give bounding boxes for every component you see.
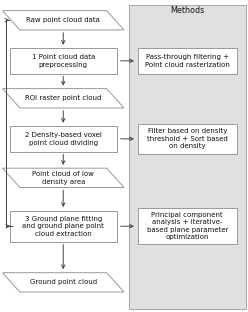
Bar: [138, 124, 237, 154]
Bar: [10, 126, 117, 152]
Text: Raw point cloud data: Raw point cloud data: [26, 17, 100, 23]
Bar: [138, 208, 237, 244]
Text: 3 Ground plane fitting
and ground plane point
cloud extraction: 3 Ground plane fitting and ground plane …: [22, 216, 104, 237]
Text: Filter based on density
threshold + Sort based
on density: Filter based on density threshold + Sort…: [147, 128, 228, 149]
Text: 2 Density-based voxel
point cloud dividing: 2 Density-based voxel point cloud dividi…: [25, 132, 102, 146]
Polygon shape: [2, 273, 124, 292]
Polygon shape: [2, 11, 124, 30]
Bar: [10, 211, 117, 242]
Text: Principal component
analysis + Iterative-
based plane parameter
optimization: Principal component analysis + Iterative…: [147, 212, 228, 241]
Text: ROI raster point cloud: ROI raster point cloud: [25, 95, 101, 101]
Text: 1 Point cloud data
preprocessing: 1 Point cloud data preprocessing: [31, 54, 95, 68]
Bar: [129, 5, 246, 309]
Text: Methods: Methods: [170, 7, 204, 15]
Bar: [138, 48, 237, 74]
Polygon shape: [2, 168, 124, 188]
Text: Ground point cloud: Ground point cloud: [30, 279, 97, 285]
Bar: [10, 48, 117, 74]
Text: Point cloud of low
density area: Point cloud of low density area: [32, 171, 94, 185]
Polygon shape: [2, 89, 124, 108]
Text: Pass-through filtering +
Point cloud rasterization: Pass-through filtering + Point cloud ras…: [145, 54, 230, 68]
